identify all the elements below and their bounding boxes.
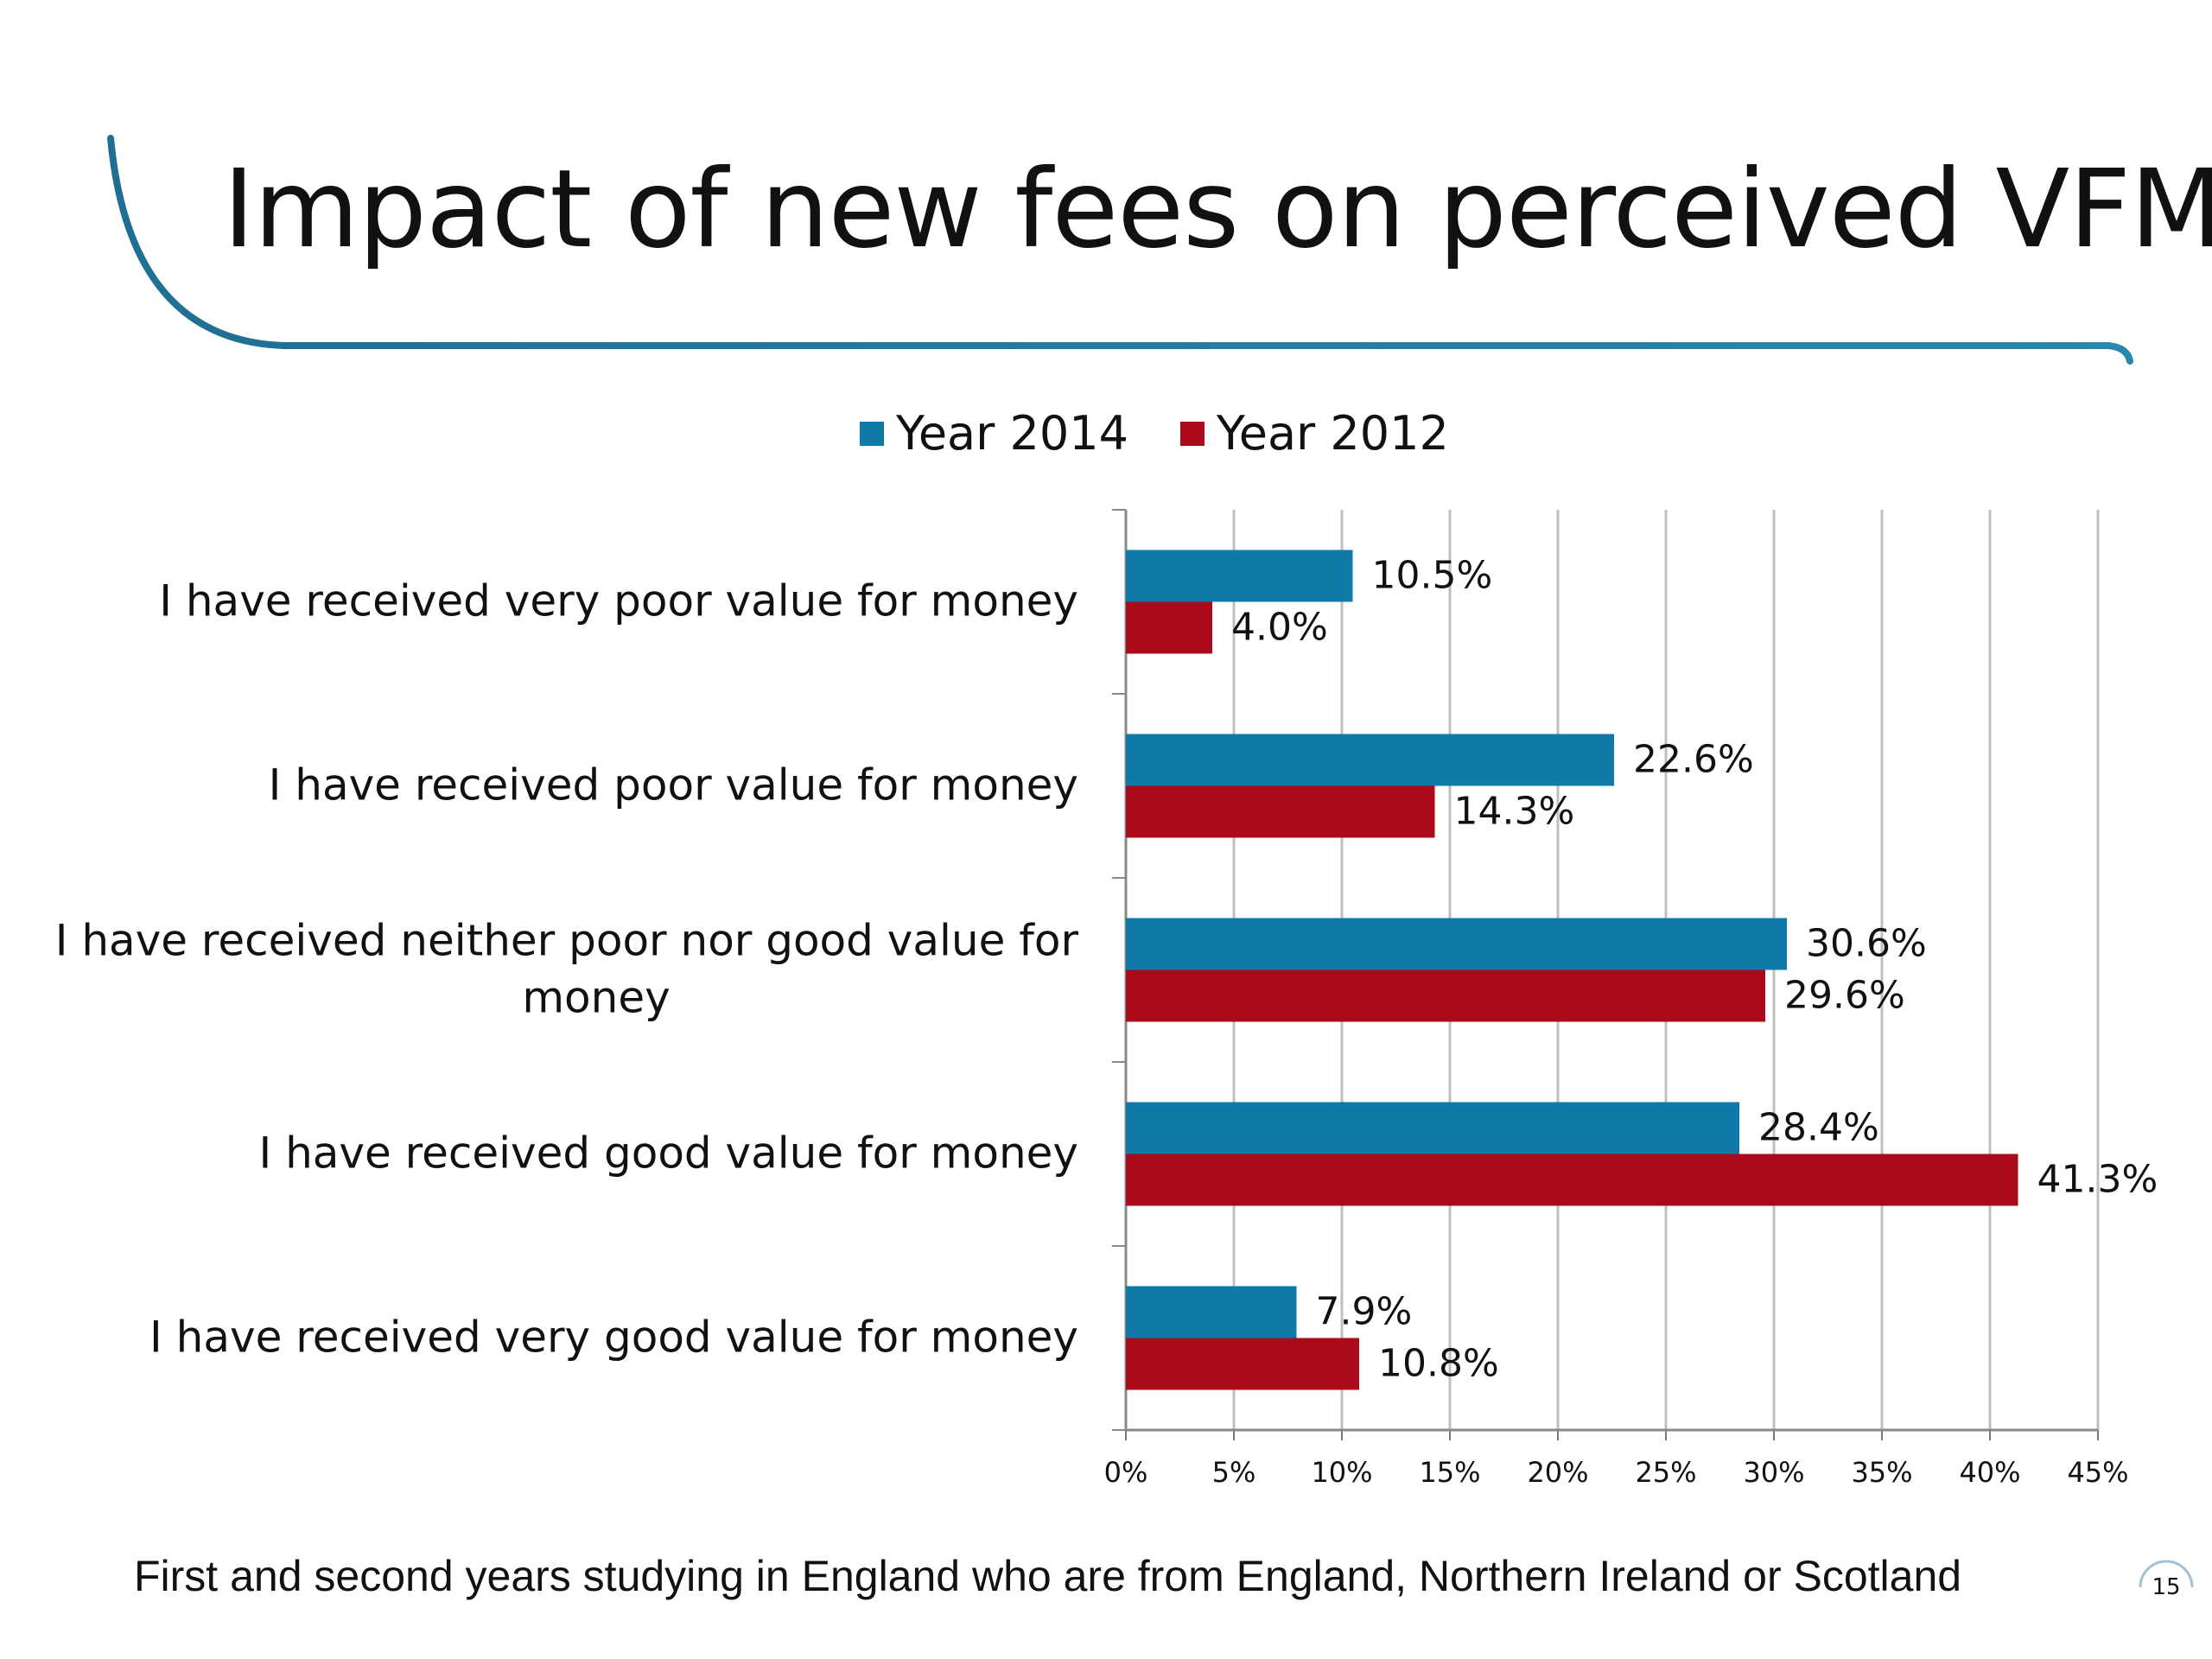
data-label: 10.8% [1378,1342,1499,1386]
data-label: 14.3% [1454,790,1575,834]
page-number: 15 [2152,1574,2181,1600]
footnote: First and second years studying in Engla… [134,1552,1962,1600]
data-label: 22.6% [1633,738,1754,782]
data-label: 30.6% [1806,922,1927,966]
bar [1126,734,1614,786]
bar [1126,918,1787,970]
x-tick-label: 35% [1851,1456,1912,1489]
bar [1126,969,1765,1022]
category-label: money [522,973,670,1023]
bar [1126,1102,1739,1154]
slide-title: Impact of new fees on perceived VFM [223,147,2212,272]
category-label: I have received poor value for money [269,760,1078,810]
legend-swatch-2014 [860,421,884,446]
page-number-badge [2139,1560,2194,1588]
x-tick-label: 25% [1635,1456,1696,1489]
x-tick-label: 15% [1419,1456,1480,1489]
bar [1126,1154,2018,1206]
x-tick-label: 0% [1104,1456,1148,1489]
category-label: I have received good value for money [258,1128,1078,1179]
x-tick-label: 20% [1527,1456,1588,1489]
x-tick-label: 45% [2067,1456,2128,1489]
category-label: I have received very good value for mone… [149,1313,1078,1363]
legend-label-2012: Year 2012 [1216,406,1449,461]
bar [1126,550,1353,602]
data-label: 10.5% [1372,554,1493,598]
x-tick-label: 5% [1212,1456,1256,1489]
data-label: 41.3% [2037,1158,2158,1202]
category-label: I have received neither poor nor good va… [55,916,1079,966]
data-label: 7.9% [1316,1290,1413,1334]
bar [1126,1286,1297,1338]
title-accent-curve [107,135,2133,365]
bar [1126,601,1212,654]
x-tick-label: 40% [1959,1456,2020,1489]
legend-label-2014: Year 2014 [896,406,1128,461]
category-label: I have received very poor value for mone… [159,576,1078,626]
data-label: 29.6% [1784,974,1905,1018]
bar [1126,785,1435,838]
x-tick-label: 30% [1743,1456,1804,1489]
bar-chart: 0% 5% 10% 15% 20% 25% 30% 35% 40% 45% 10.5% 4.0% I h… [55,509,2158,1489]
x-tick-label: 10% [1311,1456,1372,1489]
data-label: 4.0% [1231,606,1328,650]
chart-legend: Year 2014 Year 2012 [860,406,1449,461]
legend-item-2014: Year 2014 [860,406,1128,461]
legend-item-2012: Year 2012 [1179,406,1449,461]
data-label: 28.4% [1758,1106,1879,1150]
bar [1126,1338,1359,1390]
legend-swatch-2012 [1179,421,1205,446]
